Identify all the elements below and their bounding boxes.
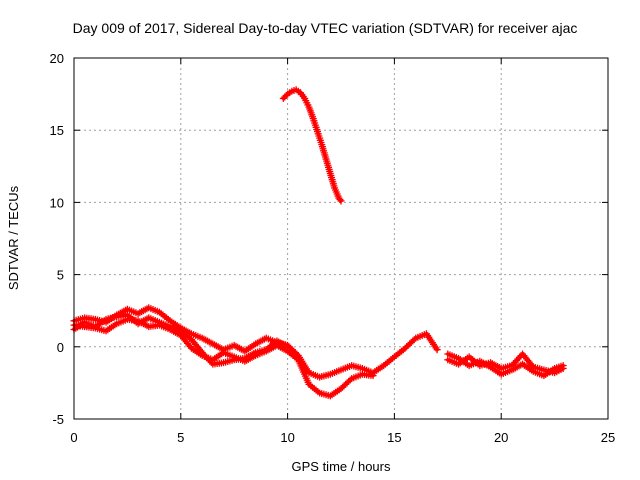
x-axis-label: GPS time / hours <box>292 459 391 474</box>
data-point <box>200 350 208 358</box>
data-point <box>509 360 517 368</box>
y-tick-label: 20 <box>50 51 64 66</box>
data-point <box>369 372 377 380</box>
data-point <box>508 362 516 370</box>
data-point <box>337 197 345 205</box>
series-track-c <box>70 311 292 368</box>
data-point <box>433 346 441 354</box>
data-point <box>204 355 212 363</box>
series-track-e <box>444 350 567 377</box>
series-line <box>72 317 375 398</box>
y-tick-label: 0 <box>57 340 64 355</box>
data-point <box>198 349 206 357</box>
x-tick-label: 15 <box>387 430 401 445</box>
series-track-b <box>70 315 377 400</box>
y-tick-label: 15 <box>50 123 64 138</box>
x-tick-label: 25 <box>601 430 615 445</box>
data-point <box>201 352 209 360</box>
data-point <box>514 355 522 363</box>
data-point <box>559 364 567 372</box>
series-high-arc <box>279 86 345 205</box>
y-axis-label: SDTVAR / TECUs <box>6 185 21 290</box>
data-point <box>336 196 344 204</box>
chart-title: Day 009 of 2017, Sidereal Day-to-day VTE… <box>73 20 578 36</box>
axis-ticks: 0 5 10 15 20 25 -5 0 5 10 15 20 <box>50 51 616 445</box>
x-tick-label: 10 <box>280 430 294 445</box>
data-point <box>284 343 292 351</box>
plot-area <box>70 86 567 400</box>
data-point <box>207 358 215 366</box>
data-point <box>410 336 418 344</box>
plot-frame <box>73 57 609 420</box>
y-tick-label: -5 <box>52 412 64 427</box>
x-tick-label: 0 <box>70 430 77 445</box>
data-point <box>206 357 214 365</box>
x-tick-label: 20 <box>494 430 508 445</box>
series-track-a <box>70 304 441 381</box>
x-tick-label: 5 <box>177 430 184 445</box>
data-point <box>346 376 354 384</box>
data-point <box>282 92 290 100</box>
data-point <box>511 358 519 366</box>
y-tick-label: 5 <box>57 268 64 283</box>
data-point <box>512 357 520 365</box>
data-point <box>203 354 211 362</box>
y-tick-label: 10 <box>50 195 64 210</box>
